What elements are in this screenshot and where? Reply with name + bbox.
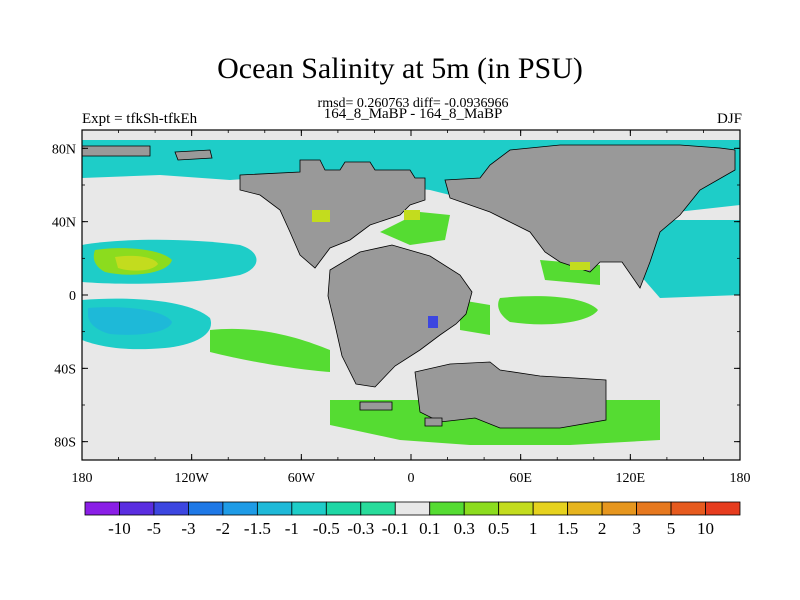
colorbar-swatch bbox=[222, 501, 258, 516]
colorbar-label: 0.3 bbox=[454, 519, 475, 538]
colorbar-label: -10 bbox=[108, 519, 131, 538]
colorbar-label: -0.3 bbox=[347, 519, 374, 538]
chart-title: Ocean Salinity at 5m (in PSU) bbox=[217, 52, 583, 85]
colorbar-swatch bbox=[429, 501, 465, 516]
x-tick-label: 60E bbox=[509, 471, 532, 486]
land-antarctica bbox=[414, 361, 607, 429]
local-anomaly-1 bbox=[312, 210, 330, 222]
case-label: 164_8_MaBP - 164_8_MaBP bbox=[323, 106, 503, 122]
colorbar-swatch bbox=[670, 501, 706, 516]
x-tick-label: 120W bbox=[175, 471, 210, 486]
colorbar-swatch bbox=[119, 501, 155, 516]
local-anomaly-2 bbox=[404, 210, 420, 220]
colorbar-label: 1 bbox=[529, 519, 538, 538]
y-tick-label: 80S bbox=[54, 436, 76, 451]
colorbar-swatch bbox=[360, 501, 396, 516]
land-north-strip bbox=[82, 145, 151, 157]
colorbar-swatch bbox=[256, 501, 293, 516]
colorbar-swatch bbox=[636, 501, 672, 516]
south-atlantic-band bbox=[498, 296, 598, 325]
colorbar-label: 5 bbox=[667, 519, 676, 538]
colorbar-label: -1.5 bbox=[244, 519, 271, 538]
land-gondwana-south bbox=[327, 244, 473, 388]
colorbar-swatch bbox=[601, 501, 637, 516]
land-arctic-island bbox=[174, 149, 213, 161]
colorbar-swatch bbox=[394, 501, 431, 516]
south-pacific-band bbox=[210, 328, 330, 372]
south-pacific-core bbox=[88, 307, 172, 335]
colorbar-label: 0.5 bbox=[488, 519, 509, 538]
land-eurasia-east bbox=[444, 144, 736, 289]
colorbar-label: 2 bbox=[598, 519, 607, 538]
colorbar-label: -2 bbox=[216, 519, 230, 538]
north-pacific-peak bbox=[115, 255, 158, 271]
x-tick-label: 120E bbox=[616, 471, 646, 486]
stats-label: rmsd= 0.260763 diff= -0.0936966 bbox=[317, 96, 509, 111]
colorbar-label: -0.5 bbox=[313, 519, 340, 538]
colorbar-swatch bbox=[705, 501, 741, 516]
x-tick-label: 0 bbox=[408, 471, 415, 486]
colorbar-swatch bbox=[567, 501, 603, 516]
x-tick-label: 180 bbox=[72, 471, 93, 486]
colorbar-swatch bbox=[325, 501, 362, 516]
local-anomaly-4 bbox=[428, 316, 438, 328]
y-tick-label: 0 bbox=[69, 289, 76, 304]
axes: 180 120W 60W 0 60E 120E 180 80N 40N 0 40S 80S bbox=[52, 130, 751, 486]
y-tick-label: 40N bbox=[52, 216, 76, 231]
colorbar-label: -1 bbox=[285, 519, 299, 538]
experiment-label: Expt = tfkSh-tfkEh bbox=[82, 111, 198, 127]
colorbar-label: -0.1 bbox=[382, 519, 409, 538]
land-masks bbox=[82, 144, 736, 429]
local-anomaly-3 bbox=[570, 262, 590, 270]
colorbar-label: 10 bbox=[697, 519, 714, 538]
tethys-band bbox=[380, 212, 450, 245]
y-tick-label: 40S bbox=[54, 362, 76, 377]
land-south-island-2 bbox=[424, 417, 443, 427]
colorbar-swatch bbox=[291, 501, 327, 516]
x-tick-label: 180 bbox=[730, 471, 751, 486]
colorbar-label: -3 bbox=[181, 519, 195, 538]
colorbar-label: 1.5 bbox=[557, 519, 578, 538]
colorbar-label: 0.1 bbox=[419, 519, 440, 538]
land-laurasia-west bbox=[239, 159, 426, 269]
colorbar-label: 3 bbox=[632, 519, 641, 538]
colorbar-swatch bbox=[498, 501, 534, 516]
x-tick-label: 60W bbox=[288, 471, 316, 486]
land-south-islands bbox=[359, 401, 393, 411]
colorbar-swatch bbox=[532, 501, 569, 516]
y-tick-label: 80N bbox=[52, 142, 76, 157]
colorbar-swatch bbox=[463, 501, 500, 516]
colorbar-label: -5 bbox=[147, 519, 161, 538]
colorbar: -10 -5 -3 -2 -1.5 -1 -0.5 -0.3 -0.1 0.1 0.3 0.5 1 1.5… bbox=[84, 501, 741, 538]
colorbar-swatch bbox=[153, 501, 189, 516]
colorbar-swatch bbox=[188, 501, 224, 516]
season-label: DJF bbox=[716, 111, 742, 127]
colorbar-swatch bbox=[84, 501, 120, 516]
